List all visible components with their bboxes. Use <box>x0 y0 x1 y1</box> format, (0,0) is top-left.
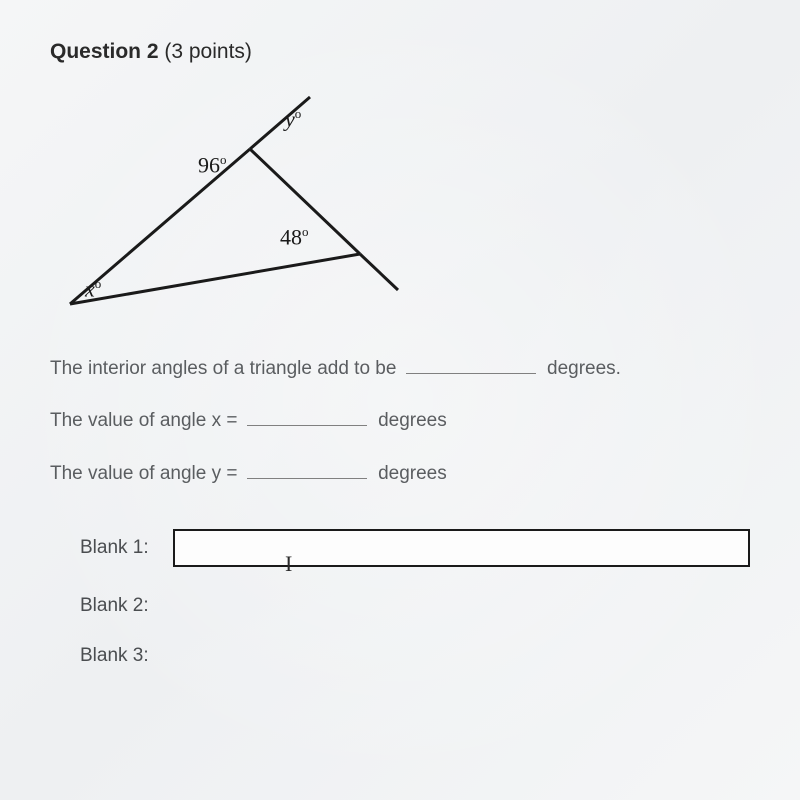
blank-angle-x <box>247 410 367 426</box>
question-points: (3 points) <box>164 40 252 63</box>
triangle-diagram: yo 96o 48o xo <box>50 94 400 324</box>
blank1-input[interactable]: I <box>173 529 750 567</box>
answer-row-3: Blank 3: <box>80 645 750 667</box>
question-number: Question 2 <box>50 40 159 63</box>
blank-angle-y <box>247 463 367 479</box>
angle-96-label: 96o <box>198 152 227 178</box>
blank-interior-sum <box>406 358 536 374</box>
prompt-interior-sum: The interior angles of a triangle add to… <box>50 354 750 384</box>
angle-x-label: xo <box>85 276 101 302</box>
blank2-label: Blank 2: <box>80 595 165 617</box>
prompt-angle-x: The value of angle x = degrees <box>50 406 750 436</box>
answer-row-1: Blank 1: I <box>80 529 750 567</box>
text-cursor-icon: I <box>285 551 292 577</box>
blank1-label: Blank 1: <box>80 537 165 559</box>
question-header: Question 2 (3 points) <box>50 40 750 64</box>
answer-inputs-section: Blank 1: I Blank 2: Blank 3: <box>50 529 750 667</box>
angle-y-label: yo <box>285 106 301 132</box>
triangle-svg <box>50 94 400 324</box>
blank3-label: Blank 3: <box>80 645 165 667</box>
angle-48-label: 48o <box>280 224 309 250</box>
prompt-angle-y: The value of angle y = degrees <box>50 459 750 489</box>
answer-row-2: Blank 2: <box>80 595 750 617</box>
